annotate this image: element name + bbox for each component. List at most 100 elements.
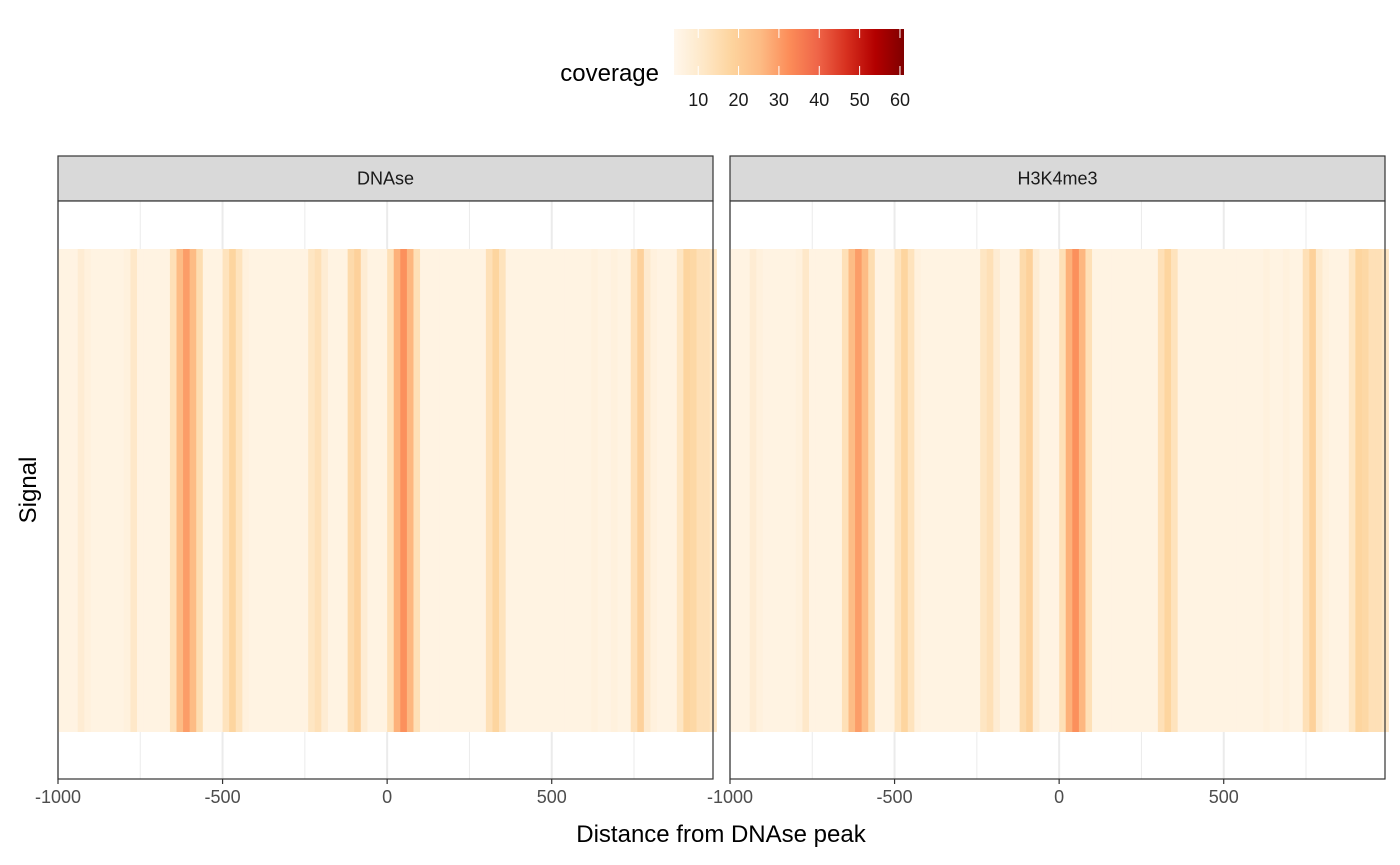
heatmap-tile	[868, 249, 876, 732]
heatmap-tile	[281, 249, 290, 732]
heatmap-tile	[756, 249, 764, 732]
heatmap-tile	[861, 249, 869, 732]
heatmap-tile	[485, 249, 494, 732]
heatmap-tile	[604, 249, 612, 732]
heatmap-tile	[597, 249, 605, 732]
heatmap-tile	[1177, 249, 1185, 732]
heatmap-tile	[360, 249, 368, 732]
heatmap-tile	[782, 249, 790, 732]
heatmap-tile	[1236, 249, 1245, 732]
heatmap-tile	[1072, 249, 1080, 732]
heatmap-tile	[1118, 249, 1126, 732]
heatmap-tile	[966, 249, 975, 732]
heatmap-tile	[881, 249, 889, 732]
panel-border	[729, 200, 1386, 780]
heatmap-tile	[1124, 249, 1133, 732]
heatmap-tile	[874, 249, 883, 732]
heatmap-tile	[815, 249, 823, 732]
heatmap-tile	[387, 249, 395, 732]
heatmap-tile	[624, 249, 632, 732]
heatmap-tile	[110, 249, 118, 732]
heatmap-tile	[413, 249, 421, 732]
x-tick-label: 0	[382, 787, 392, 807]
x-tick-label: -1000	[35, 787, 81, 807]
heatmap-tile	[1171, 249, 1179, 732]
heatmap-tile	[1361, 249, 1370, 732]
heatmap-tile	[1184, 249, 1192, 732]
heatmap-tile	[578, 249, 586, 732]
heatmap-tile	[77, 249, 85, 732]
x-tick-label: 0	[1054, 787, 1064, 807]
heatmap-tile	[795, 249, 804, 732]
heatmap-tile	[1019, 249, 1027, 732]
x-tick-label: 500	[537, 787, 567, 807]
heatmap-tile	[1026, 249, 1034, 732]
heatmap-tile	[1045, 249, 1054, 732]
x-tick-label: 500	[1209, 787, 1239, 807]
heatmap-tile	[123, 249, 132, 732]
heatmap-tile	[730, 249, 738, 732]
heatmap-tile	[97, 249, 105, 732]
heatmap-tile	[1059, 249, 1067, 732]
heatmap-tile	[393, 249, 401, 732]
heatmap-tile	[808, 249, 817, 732]
heatmap-tiles	[58, 249, 717, 732]
heatmap-tile	[835, 249, 843, 732]
heatmap-tile	[215, 249, 224, 732]
heatmap-tile	[354, 249, 362, 732]
heatmap-tile	[1078, 249, 1087, 732]
heatmap-tile	[1329, 249, 1337, 732]
heatmap-tile	[558, 249, 566, 732]
heatmap-tile	[1302, 249, 1310, 732]
heatmap-tile	[1138, 249, 1146, 732]
heatmap-tile	[176, 249, 184, 732]
heatmap-tile	[275, 249, 283, 732]
legend-tick-label: 30	[769, 90, 789, 110]
heatmap-tile	[1203, 249, 1212, 732]
heatmap-tile	[1243, 249, 1251, 732]
heatmap-tile	[439, 249, 447, 732]
heatmap-tile	[927, 249, 935, 732]
heatmap-tile	[479, 249, 487, 732]
heatmap-tile	[499, 249, 507, 732]
heatmap-tile	[683, 249, 691, 732]
heatmap-tile	[248, 249, 257, 732]
heatmap-tile	[452, 249, 461, 732]
heatmap-tile	[163, 249, 171, 732]
heatmap-tile	[736, 249, 744, 732]
heatmap-tile	[1368, 249, 1376, 732]
heatmap-tile	[1190, 249, 1198, 732]
heatmap-tile	[327, 249, 336, 732]
heatmap-tile	[907, 249, 915, 732]
heatmap-tile	[947, 249, 955, 732]
heatmap-tile	[288, 249, 296, 732]
heatmap-tile	[1111, 249, 1119, 732]
heatmap-tile	[637, 249, 645, 732]
heatmap-tile	[855, 249, 863, 732]
heatmap-tile	[571, 249, 579, 732]
heatmap-tile	[940, 249, 948, 732]
heatmap-tile	[1276, 249, 1284, 732]
heatmap-tile	[1217, 249, 1225, 732]
heatmap-tile	[828, 249, 836, 732]
heatmap-tile	[1144, 249, 1152, 732]
x-tick-label: -500	[877, 787, 913, 807]
x-tick-label: -1000	[707, 787, 753, 807]
legend-tick-label: 10	[688, 90, 708, 110]
strip-label: DNAse	[357, 169, 414, 189]
heatmap-tile	[373, 249, 382, 732]
legend-color-bar	[674, 29, 904, 75]
heatmap-tile	[643, 249, 652, 732]
heatmap-tiles	[730, 249, 1389, 732]
heatmap-tile	[492, 249, 500, 732]
heatmap-tile	[420, 249, 428, 732]
heatmap-tile	[887, 249, 896, 732]
heatmap-tile	[1098, 249, 1106, 732]
heatmap-tile	[769, 249, 777, 732]
heatmap-tile	[380, 249, 388, 732]
heatmap-tile	[222, 249, 230, 732]
legend-title: coverage	[560, 60, 659, 87]
heatmap-tile	[255, 249, 263, 732]
heatmap-tile	[235, 249, 243, 732]
legend-tick-label: 50	[850, 90, 870, 110]
